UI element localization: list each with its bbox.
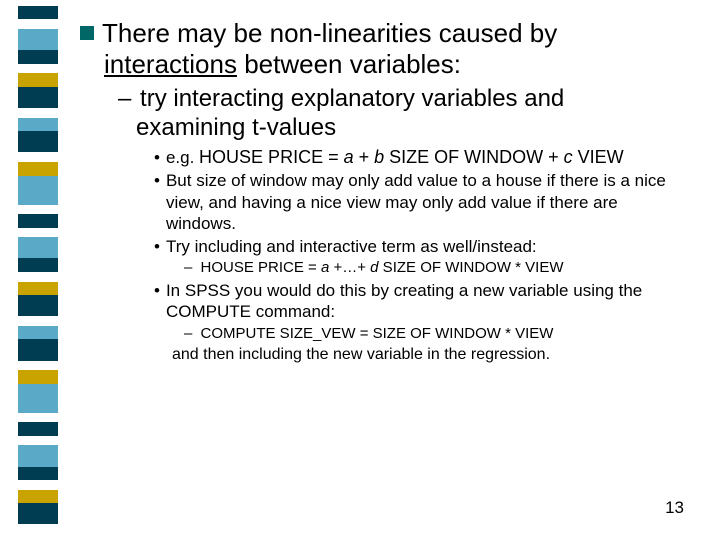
- bullet-level-3: • In SPSS you would do this by creating a…: [154, 280, 690, 323]
- stripe: [18, 258, 58, 271]
- stripe: [18, 272, 58, 282]
- stripe: [18, 228, 58, 238]
- bullet-level-3: • But size of window may only add value t…: [154, 170, 690, 234]
- stripe: [18, 282, 58, 295]
- stripe: [18, 503, 58, 524]
- text: examining t-values: [136, 114, 690, 142]
- page-number: 13: [665, 498, 684, 518]
- text: SIZE OF WINDOW * VIEW: [379, 259, 564, 276]
- stripe: [18, 361, 58, 371]
- bullet-level-1: There may be non-linearities caused by i…: [80, 18, 690, 79]
- stripe: [18, 64, 58, 74]
- text: There may be non-linearities caused by: [102, 18, 557, 48]
- text: HOUSE PRICE =: [201, 259, 321, 276]
- text: In SPSS you would do this by creating a …: [166, 281, 642, 321]
- stripe: [18, 422, 58, 435]
- stripe: [18, 73, 58, 86]
- stripe: [18, 384, 58, 413]
- text-line: and then including the new variable in t…: [172, 345, 690, 365]
- dash-bullet-icon: –: [118, 85, 131, 112]
- stripe: [18, 480, 58, 490]
- stripe: [18, 316, 58, 326]
- text: e.g.: [166, 148, 199, 167]
- text-underline: interactions: [104, 49, 237, 79]
- bullet-level-4: – HOUSE PRICE = a +…+ d SIZE OF WINDOW *…: [184, 259, 690, 278]
- stripe: [18, 205, 58, 215]
- stripe: [18, 436, 58, 446]
- text: COMPUTE SIZE_VEW = SIZE OF WINDOW * VIEW: [201, 325, 554, 342]
- text: VIEW: [573, 147, 624, 167]
- stripe: [18, 118, 58, 131]
- stripe: [18, 162, 58, 175]
- dot-bullet-icon: •: [154, 281, 160, 300]
- dash-bullet-icon: –: [184, 325, 192, 342]
- stripe: [18, 445, 58, 466]
- text: try interacting explanatory variables an…: [140, 85, 564, 112]
- stripe: [18, 467, 58, 480]
- stripe: [18, 413, 58, 423]
- stripe: [18, 29, 58, 50]
- stripe: [18, 524, 58, 534]
- stripe: [18, 6, 58, 19]
- text: +…+: [329, 259, 370, 276]
- text: HOUSE PRICE =: [199, 147, 344, 167]
- text: SIZE OF WINDOW +: [384, 147, 564, 167]
- stripe: [18, 152, 58, 162]
- stripe: [18, 87, 58, 108]
- slide-body: There may be non-linearities caused by i…: [80, 18, 690, 367]
- stripe: [18, 339, 58, 360]
- stripe: [18, 237, 58, 258]
- decorative-sidebar: [18, 6, 58, 534]
- stripe: [18, 19, 58, 29]
- dot-bullet-icon: •: [154, 171, 160, 190]
- bullet-level-3: • e.g. HOUSE PRICE = a + b SIZE OF WINDOW…: [154, 146, 690, 169]
- square-bullet-icon: [80, 26, 94, 40]
- text-italic: b: [374, 147, 384, 167]
- stripe: [18, 108, 58, 118]
- dot-bullet-icon: •: [154, 237, 160, 256]
- dot-bullet-icon: •: [154, 148, 160, 167]
- text: But size of window may only add value to…: [166, 171, 666, 233]
- dash-bullet-icon: –: [184, 259, 192, 276]
- text: Try including and interactive term as we…: [166, 237, 537, 256]
- stripe: [18, 370, 58, 383]
- stripe: [18, 295, 58, 316]
- stripe: [18, 326, 58, 339]
- stripe: [18, 176, 58, 205]
- stripe: [18, 131, 58, 152]
- text-italic: d: [370, 259, 378, 276]
- stripe: [18, 214, 58, 227]
- text: +: [354, 147, 375, 167]
- text-italic: a: [344, 147, 354, 167]
- text: between variables:: [237, 49, 461, 79]
- text-italic: c: [564, 147, 573, 167]
- bullet-level-4: – COMPUTE SIZE_VEW = SIZE OF WINDOW * VI…: [184, 325, 690, 344]
- bullet-level-2: – try interacting explanatory variables …: [118, 85, 690, 142]
- stripe: [18, 490, 58, 503]
- stripe: [18, 50, 58, 63]
- bullet-level-3: • Try including and interactive term as w…: [154, 236, 690, 257]
